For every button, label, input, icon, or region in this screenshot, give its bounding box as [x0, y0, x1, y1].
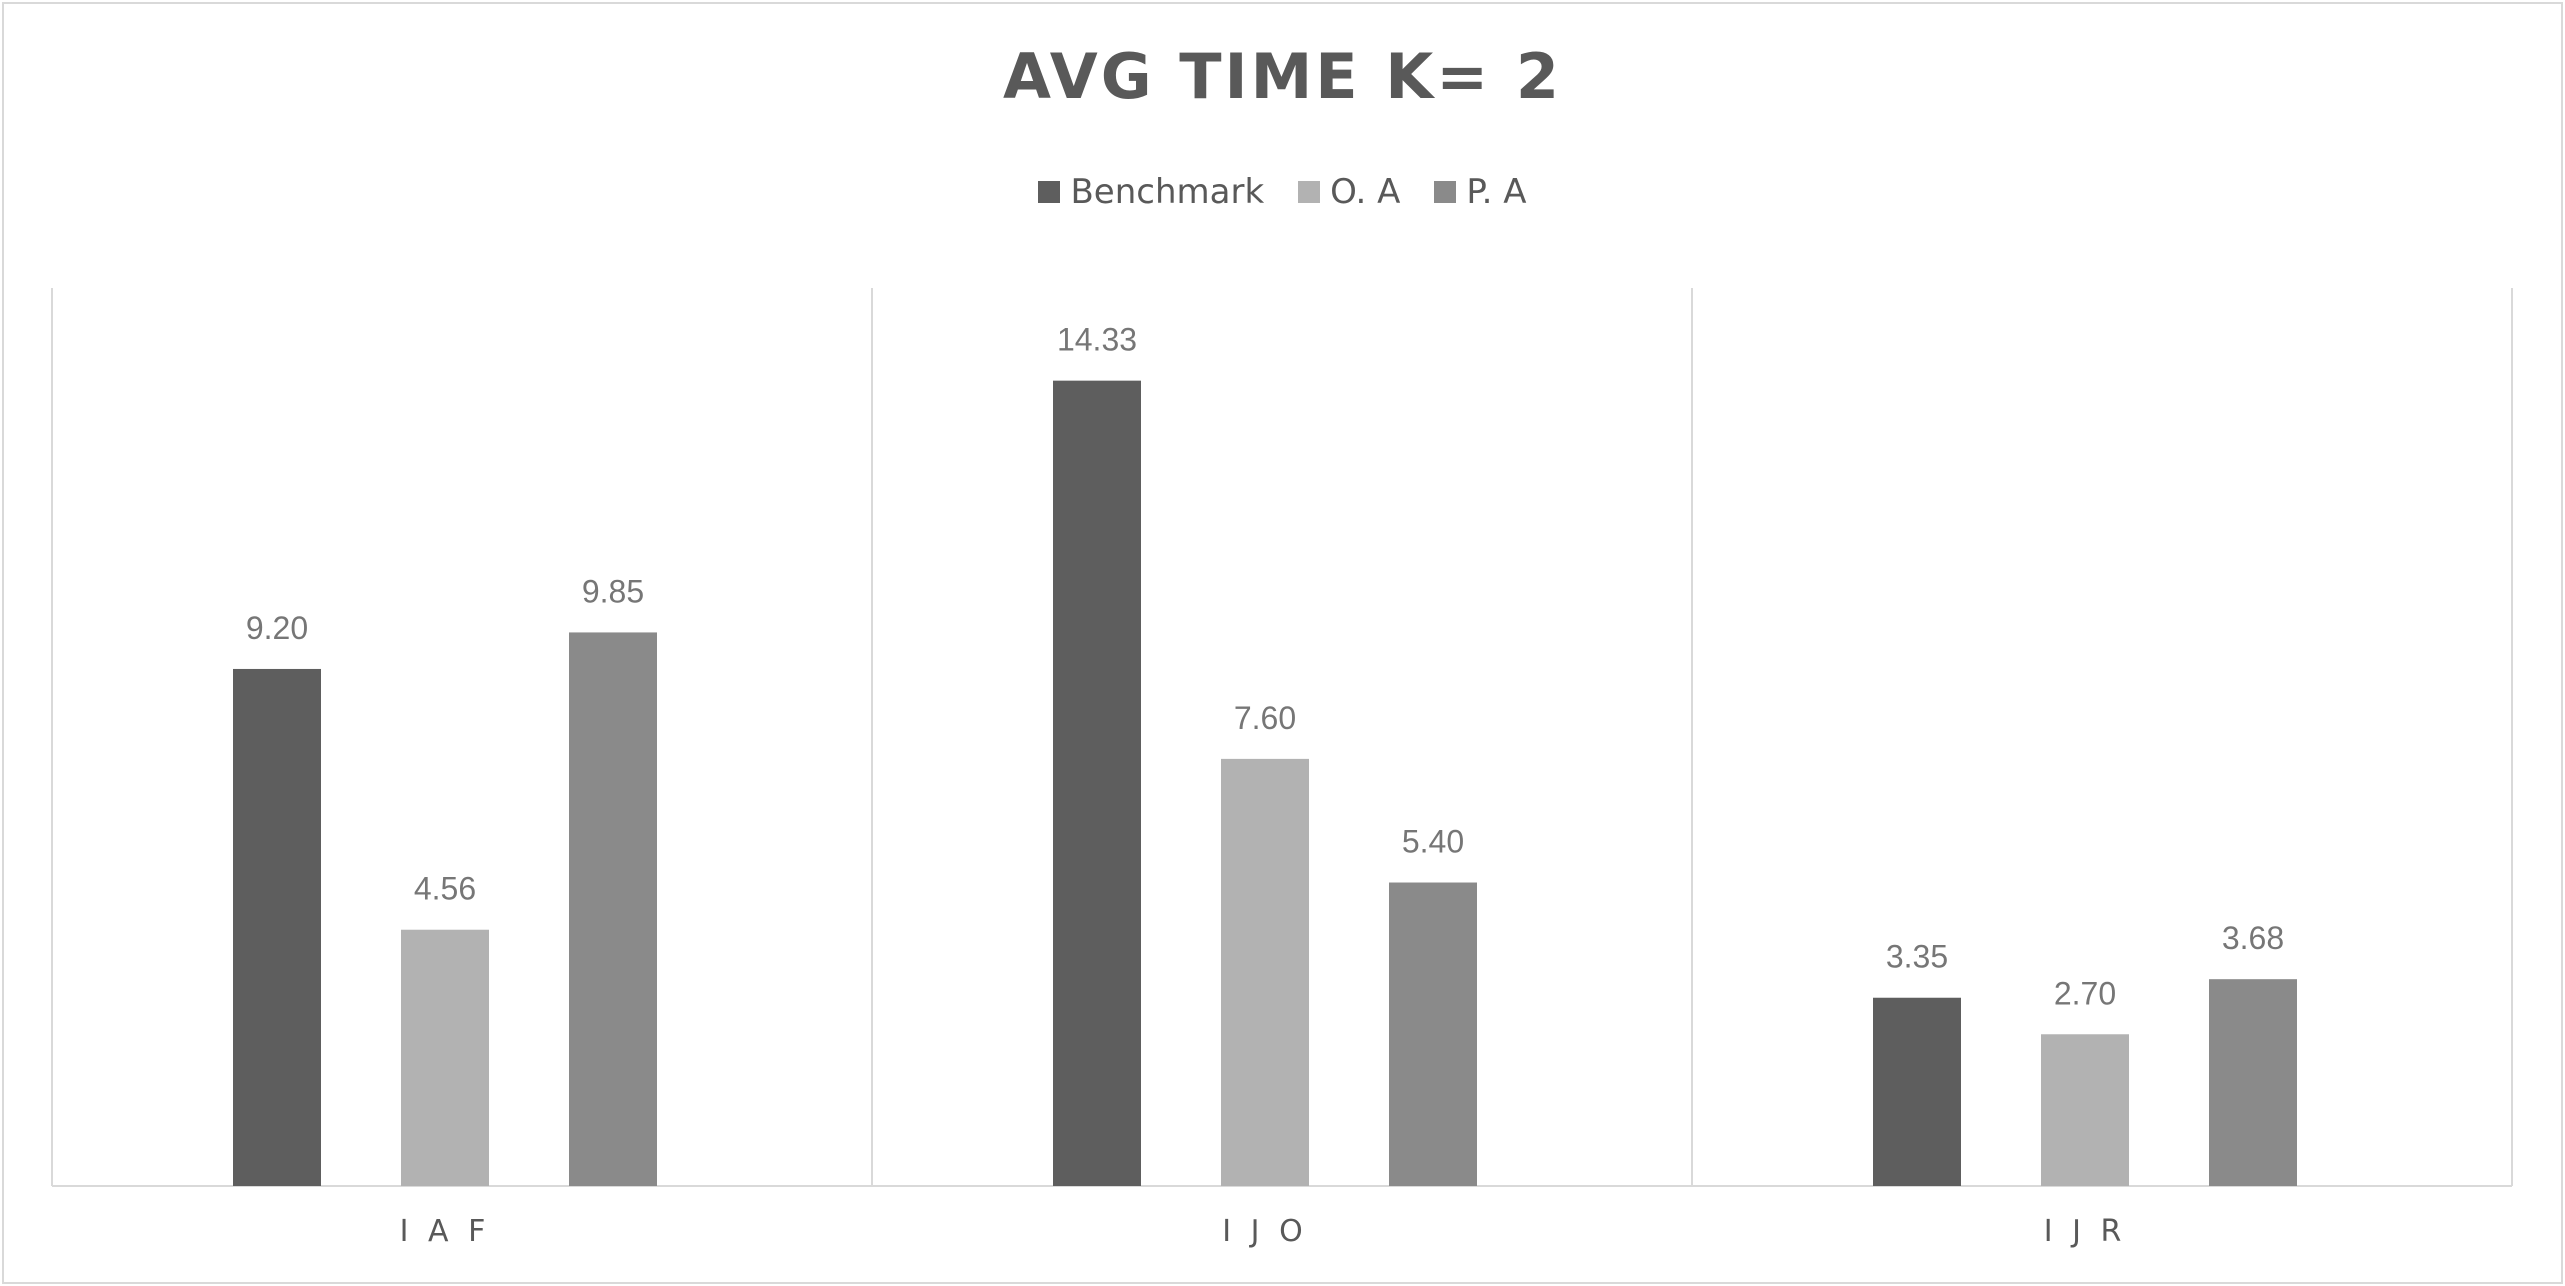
data-label: 4.56 [414, 871, 476, 907]
bar-benchmark-ijo [1053, 380, 1141, 1186]
bar-pa-ijr [2209, 979, 2297, 1186]
data-label: 7.60 [1234, 700, 1296, 736]
data-label: 5.40 [1402, 824, 1464, 860]
legend-swatch-pa [1434, 181, 1457, 203]
data-label: 3.35 [1886, 939, 1948, 975]
bar-pa-iaf [569, 632, 657, 1186]
data-label: 3.68 [2222, 920, 2284, 956]
category-label-ijr: I J R [2044, 1214, 2127, 1249]
bar-benchmark-iaf [233, 668, 321, 1186]
chart-title: AVG TIME K= 2 [1003, 40, 1562, 113]
bar-pa-ijo [1389, 882, 1477, 1186]
category-label-iaf: I A F [400, 1214, 491, 1249]
data-label: 9.20 [246, 610, 308, 646]
data-label: 2.70 [2054, 975, 2116, 1011]
bar-oa-ijo [1221, 758, 1309, 1186]
legend-item-benchmark: Benchmark [1038, 172, 1264, 212]
legend-item-oa: O. A [1298, 172, 1400, 212]
legend-swatch-benchmark [1038, 181, 1061, 203]
chart-legend: Benchmark O. A P. A [0, 172, 2565, 212]
legend-label-oa: O. A [1330, 172, 1401, 212]
legend-swatch-oa [1298, 181, 1321, 203]
legend-item-pa: P. A [1434, 172, 1527, 212]
legend-label-pa: P. A [1466, 172, 1527, 212]
data-label: 14.33 [1057, 322, 1137, 358]
bar-benchmark-ijr [1873, 997, 1961, 1186]
legend-label-benchmark: Benchmark [1070, 172, 1265, 212]
category-label-ijo: I J O [1222, 1214, 1307, 1249]
bar-oa-ijr [2041, 1034, 2129, 1186]
bar-oa-iaf [401, 929, 489, 1186]
data-label: 9.85 [582, 573, 644, 609]
